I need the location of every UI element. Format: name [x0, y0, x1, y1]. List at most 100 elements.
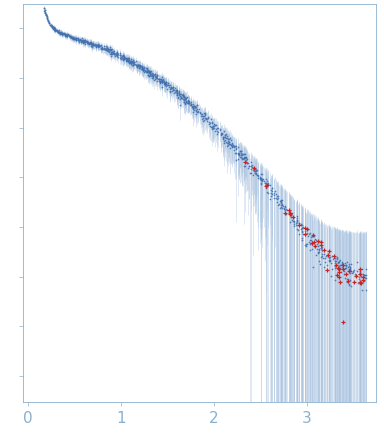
- Point: [252, 166, 258, 173]
- Point: [108, 50, 114, 57]
- Point: [117, 52, 123, 59]
- Point: [214, 126, 220, 133]
- Point: [49, 24, 55, 31]
- Point: [172, 89, 178, 96]
- Point: [62, 31, 68, 38]
- Point: [156, 76, 162, 83]
- Point: [51, 26, 57, 33]
- Point: [242, 151, 248, 158]
- Point: [59, 30, 65, 37]
- Point: [125, 54, 131, 61]
- Point: [248, 170, 254, 177]
- Point: [265, 180, 271, 187]
- Point: [134, 62, 140, 69]
- Point: [278, 197, 284, 204]
- Point: [220, 133, 226, 140]
- Point: [269, 188, 275, 195]
- Point: [109, 49, 116, 55]
- Point: [296, 230, 302, 237]
- Point: [50, 24, 56, 31]
- Point: [43, 12, 49, 19]
- Point: [210, 124, 216, 131]
- Point: [336, 263, 343, 270]
- Point: [201, 112, 207, 119]
- Point: [251, 164, 257, 171]
- Point: [240, 151, 247, 158]
- Point: [258, 174, 264, 181]
- Point: [149, 74, 156, 81]
- Point: [95, 42, 101, 49]
- Point: [101, 45, 107, 52]
- Point: [243, 159, 249, 166]
- Point: [147, 68, 154, 75]
- Point: [314, 250, 321, 257]
- Point: [259, 175, 265, 182]
- Point: [147, 72, 153, 79]
- Point: [159, 83, 165, 90]
- Point: [118, 53, 124, 60]
- Point: [64, 32, 70, 39]
- Point: [306, 241, 313, 248]
- Point: [103, 46, 109, 53]
- Point: [89, 41, 95, 48]
- Point: [149, 71, 155, 78]
- Point: [86, 40, 92, 47]
- Point: [362, 274, 369, 281]
- Point: [281, 202, 288, 209]
- Point: [236, 149, 242, 156]
- Point: [85, 39, 91, 46]
- Point: [52, 24, 58, 31]
- Point: [247, 163, 253, 170]
- Point: [75, 35, 81, 42]
- Point: [275, 201, 281, 208]
- Point: [111, 50, 118, 57]
- Point: [283, 211, 289, 218]
- Point: [232, 142, 238, 149]
- Point: [316, 257, 322, 264]
- Point: [48, 22, 54, 29]
- Point: [152, 70, 158, 77]
- Point: [197, 110, 203, 117]
- Point: [275, 193, 281, 200]
- Point: [324, 251, 331, 258]
- Point: [230, 142, 237, 149]
- Point: [152, 71, 158, 78]
- Point: [89, 44, 95, 51]
- Point: [195, 108, 201, 114]
- Point: [74, 35, 80, 42]
- Point: [90, 41, 96, 48]
- Point: [60, 31, 66, 38]
- Point: [236, 150, 242, 157]
- Point: [254, 166, 260, 173]
- Point: [322, 259, 328, 266]
- Point: [220, 133, 226, 140]
- Point: [157, 78, 163, 85]
- Point: [294, 218, 300, 225]
- Point: [279, 201, 285, 208]
- Point: [232, 149, 238, 156]
- Point: [194, 102, 200, 109]
- Point: [254, 172, 260, 179]
- Point: [50, 24, 56, 31]
- Point: [156, 76, 162, 83]
- Point: [209, 124, 215, 131]
- Point: [208, 123, 214, 130]
- Point: [54, 28, 60, 35]
- Point: [257, 173, 263, 180]
- Point: [326, 256, 332, 263]
- Point: [185, 100, 191, 107]
- Point: [143, 67, 149, 74]
- Point: [318, 239, 324, 246]
- Point: [219, 130, 225, 137]
- Point: [69, 35, 75, 42]
- Point: [310, 263, 316, 270]
- Point: [172, 87, 179, 94]
- Point: [314, 241, 320, 248]
- Point: [186, 99, 192, 106]
- Point: [163, 83, 169, 90]
- Point: [269, 191, 275, 198]
- Point: [239, 152, 245, 159]
- Point: [291, 222, 298, 229]
- Point: [143, 65, 149, 72]
- Point: [78, 37, 84, 44]
